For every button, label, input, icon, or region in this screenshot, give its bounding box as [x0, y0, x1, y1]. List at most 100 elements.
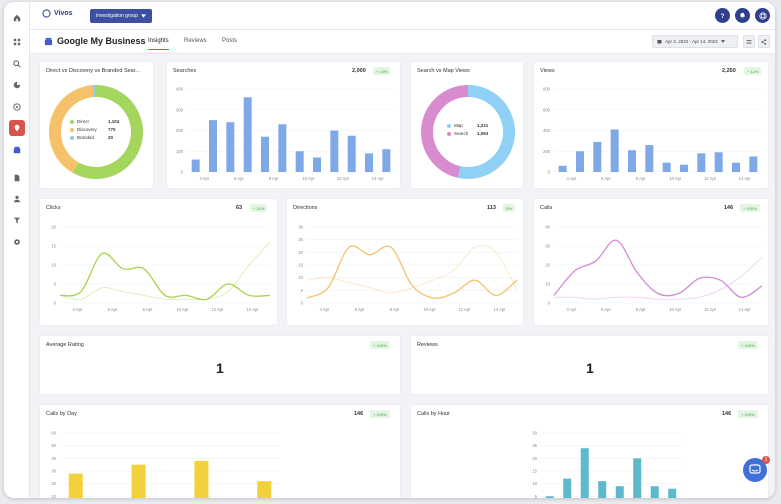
home-icon[interactable]	[9, 10, 25, 26]
bar[interactable]	[330, 130, 339, 173]
workspace-selector[interactable]: investigation group	[90, 9, 152, 23]
bar[interactable]	[732, 162, 740, 172]
bar[interactable]	[598, 481, 607, 498]
bar[interactable]	[633, 458, 642, 498]
bar[interactable]	[347, 135, 356, 172]
bar[interactable]	[558, 165, 567, 172]
bar[interactable]	[68, 473, 83, 498]
chart-icon[interactable]	[9, 77, 25, 93]
x-tick-label: 14 Apr	[493, 307, 506, 312]
bar[interactable]	[749, 156, 758, 172]
date-range-text: Apr 3, 2022 - Apr 14, 2022	[665, 39, 718, 44]
change-badge: + 100%	[370, 410, 390, 418]
bar[interactable]	[131, 464, 146, 498]
card-title: Average Rating	[46, 342, 84, 348]
current-period-line[interactable]	[553, 239, 763, 298]
bar[interactable]	[668, 488, 677, 498]
x-tick-label: 14 Apr	[739, 307, 752, 312]
bar[interactable]	[243, 97, 252, 172]
search-icon[interactable]	[9, 56, 25, 72]
current-period-line[interactable]	[59, 252, 271, 301]
searches-card: Searches 2,000 + 10% 0 100 200 300 400 4 Apr 6…	[167, 62, 400, 188]
previous-period-line[interactable]	[553, 257, 763, 300]
card-value: 63	[236, 205, 243, 211]
x-tick-label: 6 Apr	[601, 307, 611, 312]
previous-period-line[interactable]	[306, 245, 518, 294]
y-tick-label: 10	[298, 275, 303, 280]
current-period-line[interactable]	[306, 245, 518, 299]
bar[interactable]	[610, 129, 619, 172]
card-title: Directions	[293, 205, 318, 211]
logo[interactable]: Vivos	[42, 9, 73, 18]
tab-reviews[interactable]: Reviews	[184, 38, 207, 44]
bar[interactable]	[714, 152, 723, 172]
donut-slice-direct[interactable]	[72, 85, 143, 179]
legend-label: Branded	[77, 135, 95, 140]
y-tick-label: 50	[51, 443, 56, 448]
bar[interactable]	[313, 157, 321, 172]
bar[interactable]	[382, 149, 391, 172]
location-icon[interactable]	[9, 120, 25, 136]
bar[interactable]	[662, 162, 671, 172]
bar[interactable]	[650, 486, 659, 498]
x-tick-label: 10 Apr	[669, 307, 682, 312]
bar[interactable]	[257, 481, 272, 498]
x-tick-label: 12 Apr	[337, 176, 350, 181]
x-tick-label: 6 Apr	[355, 307, 365, 312]
bar[interactable]	[295, 151, 304, 172]
y-tick-label: 15	[298, 263, 303, 268]
settings-icon[interactable]	[9, 234, 25, 250]
bar[interactable]	[680, 164, 688, 172]
x-tick-label: 4 Apr	[320, 307, 330, 312]
settings-button[interactable]	[743, 35, 755, 48]
user-menu-button[interactable]	[755, 8, 770, 23]
help-button[interactable]: ?	[715, 8, 730, 23]
page-title: Google My Business	[44, 36, 146, 46]
bar[interactable]	[593, 141, 602, 172]
bar[interactable]	[278, 124, 287, 172]
filter-icon[interactable]	[9, 212, 25, 228]
chat-icon[interactable]	[9, 99, 25, 115]
bar[interactable]	[194, 460, 209, 498]
bar[interactable]	[261, 136, 269, 172]
tab-insights[interactable]: Insights	[148, 38, 169, 50]
bar[interactable]	[563, 478, 572, 498]
legend-label: Search	[454, 131, 469, 136]
x-tick-label: 8 Apr	[636, 307, 646, 312]
bar[interactable]	[697, 153, 706, 172]
document-icon[interactable]	[9, 170, 25, 186]
bar[interactable]	[576, 151, 584, 172]
y-tick-label: 30	[545, 244, 550, 249]
legend-value: 1,104	[108, 119, 120, 124]
bar[interactable]	[226, 122, 235, 172]
bar[interactable]	[209, 120, 217, 172]
donut-slice-branded[interactable]	[92, 85, 96, 98]
bar[interactable]	[545, 496, 554, 498]
gmb-icon[interactable]	[9, 142, 25, 158]
share-button[interactable]	[758, 35, 770, 48]
x-tick-label: 8 Apr	[269, 176, 279, 181]
tab-posts[interactable]: Posts	[222, 38, 238, 44]
user-icon[interactable]	[9, 191, 25, 207]
change-badge: + 100%	[370, 341, 390, 349]
y-tick-label: 30	[532, 431, 537, 436]
donut-slice-discovery[interactable]	[49, 85, 94, 173]
date-range-picker[interactable]: Apr 3, 2022 - Apr 14, 2022	[652, 35, 738, 48]
donut-slice-search[interactable]	[421, 85, 468, 178]
y-tick-label: 10	[532, 481, 537, 486]
bar[interactable]	[365, 153, 373, 172]
notifications-button[interactable]	[735, 8, 750, 23]
donut-slice-map[interactable]	[457, 85, 515, 179]
grid-icon[interactable]	[9, 34, 25, 50]
bar[interactable]	[191, 159, 200, 172]
bar[interactable]	[615, 486, 624, 498]
bar[interactable]	[628, 150, 636, 172]
bar[interactable]	[580, 448, 589, 498]
bar[interactable]	[645, 145, 654, 172]
chat-launcher-button[interactable]	[743, 458, 767, 482]
y-tick-label: 40	[51, 456, 56, 461]
svg-text:?: ?	[721, 13, 725, 19]
previous-period-line[interactable]	[59, 241, 271, 301]
legend-item-map: Map 1,221	[447, 122, 488, 130]
